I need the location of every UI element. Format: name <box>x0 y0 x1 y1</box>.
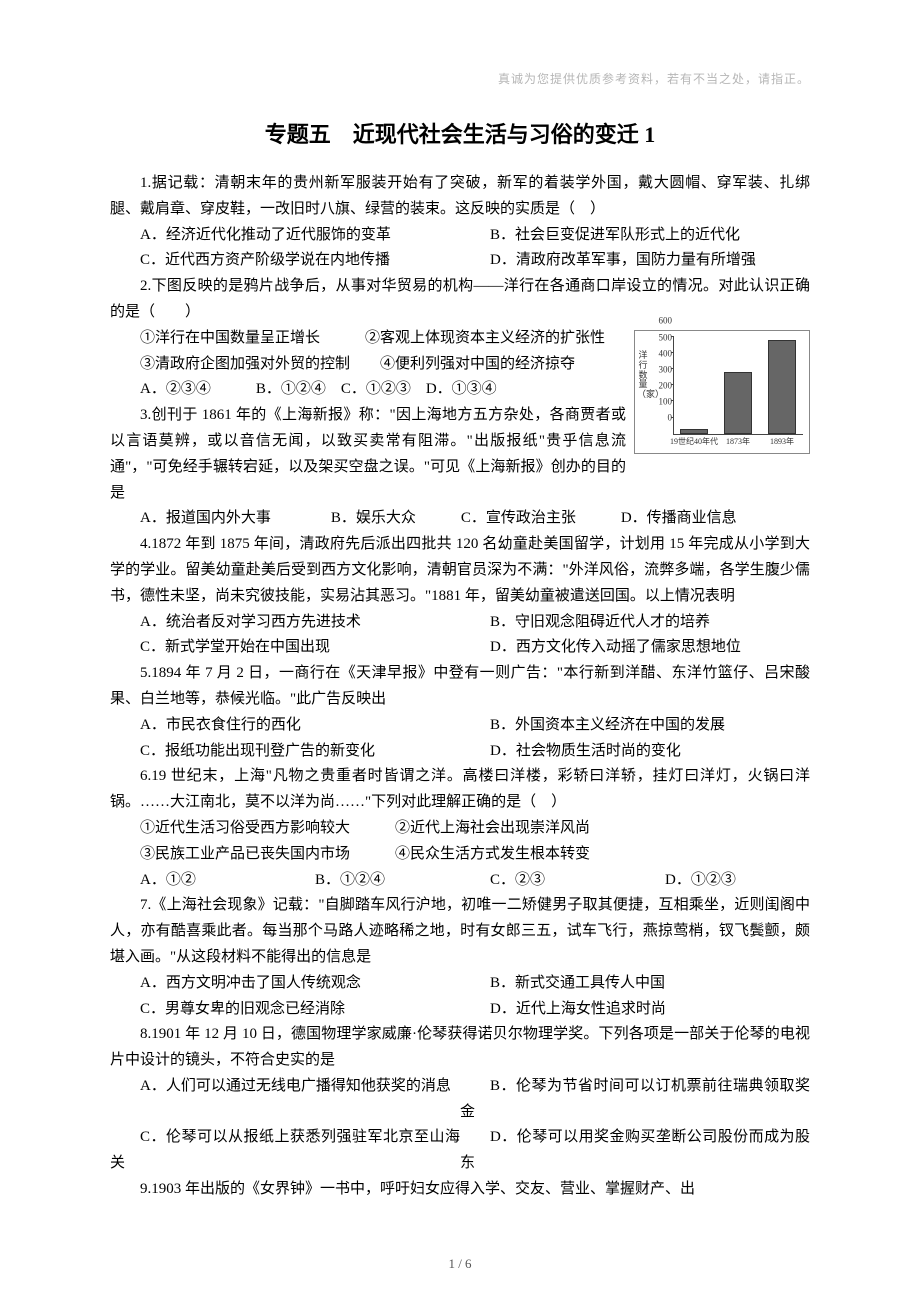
y-tick: 300 <box>650 362 672 377</box>
y-tick: 500 <box>650 330 672 345</box>
chart-area: 0 100 200 300 400 500 600 19世纪40年代 <box>673 337 803 435</box>
y-tick: 400 <box>650 346 672 361</box>
q1-stem: 1.据记载：清朝末年的贵州新军服装开始有了突破，新军的着装学外国，戴大圆帽、穿军… <box>110 171 810 223</box>
y-tick: 600 <box>650 314 672 329</box>
q1-opt-a: A．经济近代化推动了近代服饰的变革 <box>110 223 460 249</box>
bar-chart: 洋行数量（家） 0 100 200 300 400 500 600 <box>634 330 810 454</box>
content-body: 1.据记载：清朝末年的贵州新军服装开始有了突破，新军的着装学外国，戴大圆帽、穿军… <box>110 171 810 1203</box>
q6-opt-d: D．①②③ <box>635 868 810 894</box>
q8-opt-d: D．伦琴可以用奖金购买垄断公司股份而成为股东 <box>460 1125 810 1177</box>
q7-opt-b: B．新式交通工具传人中国 <box>460 971 810 997</box>
q6-line2: ③民族工业产品已丧失国内市场 ④民众生活方式发生根本转变 <box>110 842 810 868</box>
chart-bar <box>680 429 708 434</box>
q8-stem: 8.1901 年 12 月 10 日，德国物理学家威廉·伦琴获得诺贝尔物理学奖。… <box>110 1022 810 1074</box>
q6-opt-a: A．①② <box>110 868 285 894</box>
q3-options: A．报道国内外大事 B．娱乐大众 C．宣传政治主张 D．传播商业信息 <box>110 506 810 532</box>
y-tick: 100 <box>650 394 672 409</box>
y-tick-mark <box>671 384 674 385</box>
q8-opt-a: A．人们可以通过无线电广播得知他获奖的消息 <box>110 1074 460 1126</box>
y-tick-mark <box>671 352 674 353</box>
q5-opt-c: C．报纸功能出现刊登广告的新变化 <box>110 739 460 765</box>
y-tick: 200 <box>650 378 672 393</box>
y-tick: 0 <box>650 411 672 426</box>
page-title: 专题五 近现代社会生活与习俗的变迁 1 <box>110 117 810 149</box>
q5-opt-d: D．社会物质生活时尚的变化 <box>460 739 810 765</box>
q8-opt-c: C．伦琴可以从报纸上获悉列强驻军北京至山海关 <box>110 1125 460 1177</box>
q7-opt-c: C．男尊女卑的旧观念已经消除 <box>110 997 460 1023</box>
q6-line1: ①近代生活习俗受西方影响较大 ②近代上海社会出现崇洋风尚 <box>110 816 810 842</box>
y-tick-mark <box>671 400 674 401</box>
chart-x-label: 1893年 <box>764 435 800 449</box>
q7-opt-a: A．西方文明冲击了国人传统观念 <box>110 971 460 997</box>
y-tick-mark <box>671 368 674 369</box>
page-footer: 1 / 6 <box>0 1256 920 1272</box>
q1-opt-b: B．社会巨变促进军队形式上的近代化 <box>460 223 810 249</box>
q5-stem: 5.1894 年 7 月 2 日，一商行在《天津早报》中登有一则广告："本行新到… <box>110 661 810 713</box>
q9-stem: 9.1903 年出版的《女界钟》一书中，呼吁妇女应得入学、交友、营业、掌握财产、… <box>110 1177 810 1203</box>
q4-opt-d: D．西方文化传入动摇了儒家思想地位 <box>460 635 810 661</box>
chart-x-label: 19世纪40年代 <box>668 435 720 449</box>
q8-opt-b: B．伦琴为节省时间可以订机票前往瑞典领取奖金 <box>460 1074 810 1126</box>
q4-opt-a: A．统治者反对学习西方先进技术 <box>110 610 460 636</box>
header-note: 真诚为您提供优质参考资料，若有不当之处，请指正。 <box>110 70 810 87</box>
y-tick-mark <box>671 336 674 337</box>
q6-stem: 6.19 世纪末，上海"凡物之贵重者时皆谓之洋。高楼曰洋楼，彩轿曰洋轿，挂灯曰洋… <box>110 764 810 816</box>
q6-opt-c: C．②③ <box>460 868 635 894</box>
chart-y-axis-label: 洋行数量（家） <box>637 351 649 400</box>
chart-x-label: 1873年 <box>720 435 756 449</box>
q2-stem: 2.下图反映的是鸦片战争后，从事对华贸易的机构——洋行在各通商口岸设立的情况。对… <box>110 274 810 326</box>
chart-bar <box>724 372 752 433</box>
q5-opt-a: A．市民衣食住行的西化 <box>110 713 460 739</box>
q6-opt-b: B．①②④ <box>285 868 460 894</box>
q4-stem: 4.1872 年到 1875 年间，清政府先后派出四批共 120 名幼童赴美国留… <box>110 532 810 609</box>
q4-opt-c: C．新式学堂开始在中国出现 <box>110 635 460 661</box>
q7-opt-d: D．近代上海女性追求时尚 <box>460 997 810 1023</box>
q1-opt-c: C．近代西方资产阶级学说在内地传播 <box>110 248 460 274</box>
y-tick-mark <box>671 417 674 418</box>
q4-opt-b: B．守旧观念阻碍近代人才的培养 <box>460 610 810 636</box>
q1-opt-d: D．清政府改革军事，国防力量有所增强 <box>460 248 810 274</box>
q7-stem: 7.《上海社会现象》记载："自脚踏车风行沪地，初唯一二矫健男子取其便捷，互相乘坐… <box>110 893 810 970</box>
chart-bar <box>768 340 796 434</box>
q5-opt-b: B．外国资本主义经济在中国的发展 <box>460 713 810 739</box>
